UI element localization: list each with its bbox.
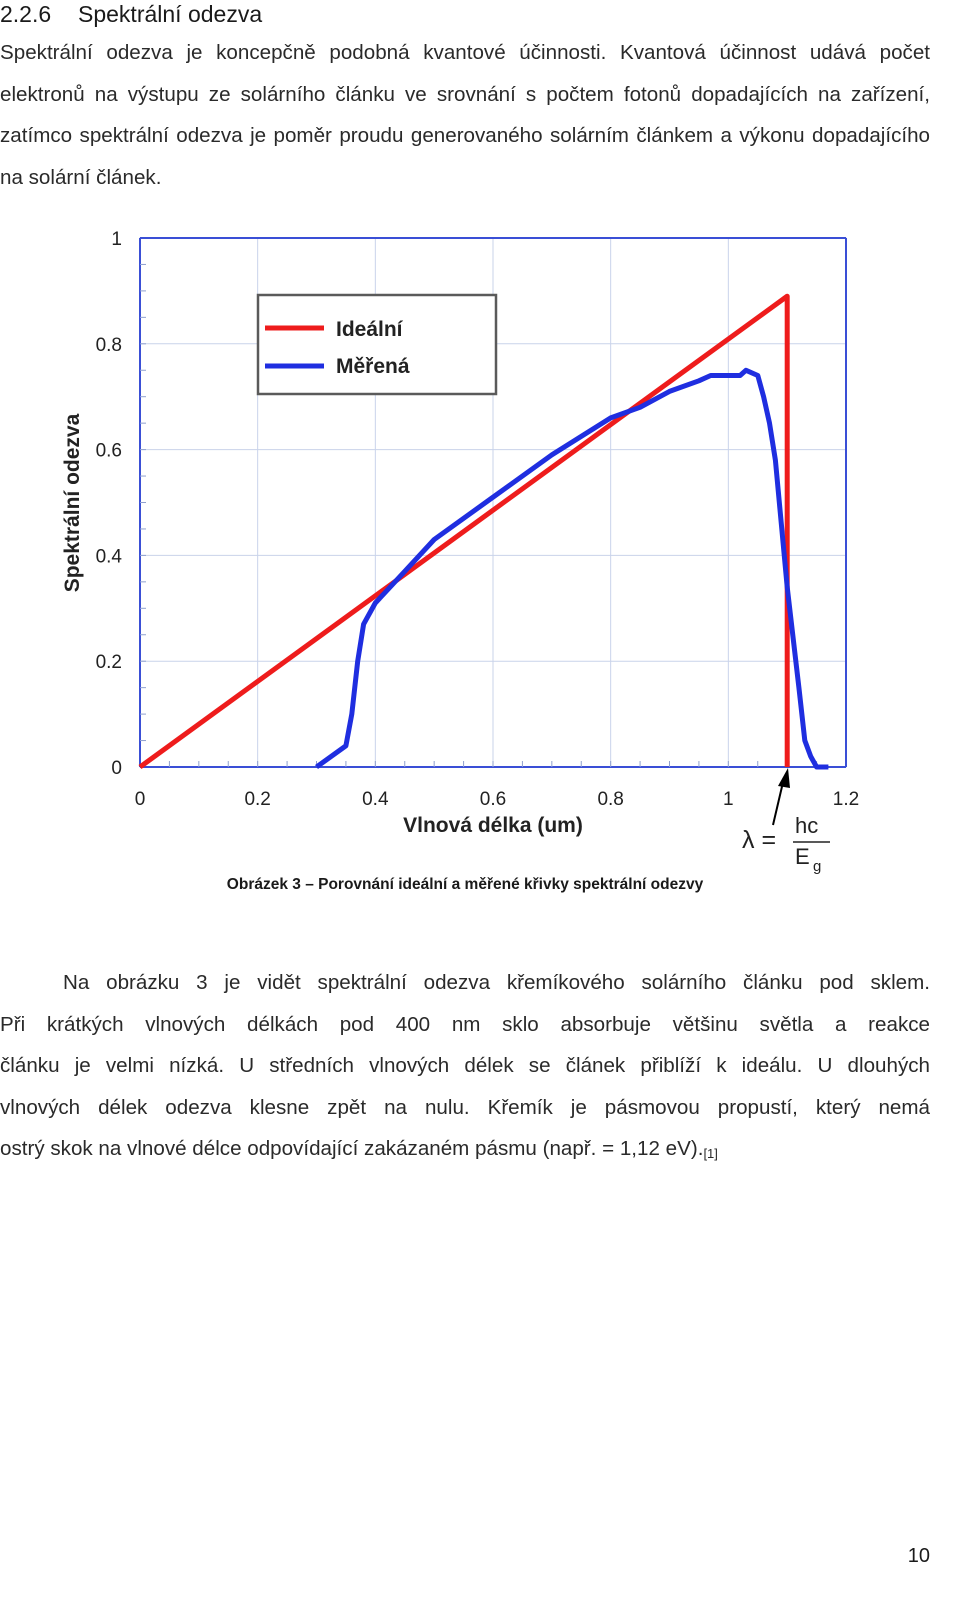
legend-label-ideal: Ideální xyxy=(336,318,404,341)
y-tick-label: 0.8 xyxy=(96,335,122,356)
lambda-formula-label: λ = xyxy=(742,826,776,854)
y-axis-label: Spektrální odezva xyxy=(61,413,84,592)
body-line-3: článku je velmi nízká. U středních vlnov… xyxy=(0,1054,930,1077)
x-tick-label: 1 xyxy=(723,789,734,810)
chart-legend: Ideální Měřená xyxy=(256,293,498,396)
formula-numerator: hc xyxy=(795,813,818,838)
figure-caption: Obrázek 3 – Porovnání ideální a měřené k… xyxy=(226,876,704,893)
x-tick-label: 1.2 xyxy=(833,789,859,810)
x-tick-label: 0.4 xyxy=(362,789,389,810)
spectral-response-chart: 0 0.2 0.4 0.6 0.8 1 1.2 0 0.2 0.4 0.6 0.8 1 Ideální … xyxy=(61,229,860,875)
body-last-line-text: ostrý skok na vlnové délce odpovídající … xyxy=(0,1137,704,1160)
x-axis-label: Vlnová délka (um) xyxy=(403,814,583,837)
chart-series xyxy=(138,293,829,770)
page-number: 10 xyxy=(907,1545,930,1567)
series-line-ideal xyxy=(138,293,790,770)
formula-subscript: g xyxy=(813,858,821,875)
y-tick-label: 0 xyxy=(111,758,122,779)
x-tick-label: 0.2 xyxy=(244,789,270,810)
annotation-arrow-head xyxy=(778,768,790,788)
citation: [1] xyxy=(703,1146,718,1161)
intro-paragraph: Spektrální odezva je koncepčně podobná k… xyxy=(0,41,930,189)
body-line-2: Při krátkých vlnových délkách pod 400 nm… xyxy=(0,1012,930,1036)
section-heading: 2.2.6 Spektrální odezva xyxy=(0,0,262,28)
section-number: 2.2.6 xyxy=(0,1,52,27)
section-title: Spektrální odezva xyxy=(78,1,263,27)
x-tick-label: 0.8 xyxy=(597,789,623,810)
body-line-4: vlnových délek odezva klesne zpět na nul… xyxy=(0,1095,930,1119)
formula-denominator: E xyxy=(795,844,810,869)
x-tick-label: 0.6 xyxy=(480,789,506,810)
y-tick-label: 1 xyxy=(111,229,122,250)
legend-box xyxy=(256,293,498,396)
y-tick-label: 0.2 xyxy=(96,652,122,673)
body-paragraph: Na obrázku 3 je vidět spektrální odezva … xyxy=(0,962,930,1175)
chart-ticks: 0 0.2 0.4 0.6 0.8 1 1.2 0 0.2 0.4 0.6 0.8 1 xyxy=(96,229,860,810)
y-tick-label: 0.4 xyxy=(96,546,123,567)
body-line-1: Na obrázku 3 je vidět spektrální odezva … xyxy=(63,971,930,994)
body-line-5: ostrý skok na vlnové délce odpovídající … xyxy=(0,1128,930,1175)
x-tick-label: 0 xyxy=(135,789,146,810)
y-tick-label: 0.6 xyxy=(96,441,122,462)
legend-label-measured: Měřená xyxy=(336,355,410,378)
bandgap-annotation: λ = hc E g xyxy=(742,768,830,875)
series-line-measured xyxy=(315,367,829,770)
